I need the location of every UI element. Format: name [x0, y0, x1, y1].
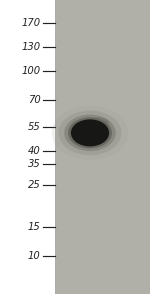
Bar: [55, 0, 150, 294]
Text: 25: 25: [28, 180, 40, 190]
Text: 10: 10: [28, 251, 40, 261]
Text: 100: 100: [21, 66, 40, 76]
Ellipse shape: [68, 117, 112, 148]
Ellipse shape: [89, 117, 109, 128]
Ellipse shape: [58, 111, 122, 155]
Text: 70: 70: [28, 95, 40, 105]
Ellipse shape: [64, 115, 116, 151]
Ellipse shape: [52, 106, 128, 160]
Text: 35: 35: [28, 159, 40, 169]
Text: 130: 130: [21, 42, 40, 52]
Text: 55: 55: [28, 122, 40, 132]
Text: 15: 15: [28, 222, 40, 232]
Ellipse shape: [71, 119, 109, 146]
Text: 40: 40: [28, 146, 40, 156]
Text: 170: 170: [21, 18, 40, 28]
Bar: [0, 0, 55, 294]
